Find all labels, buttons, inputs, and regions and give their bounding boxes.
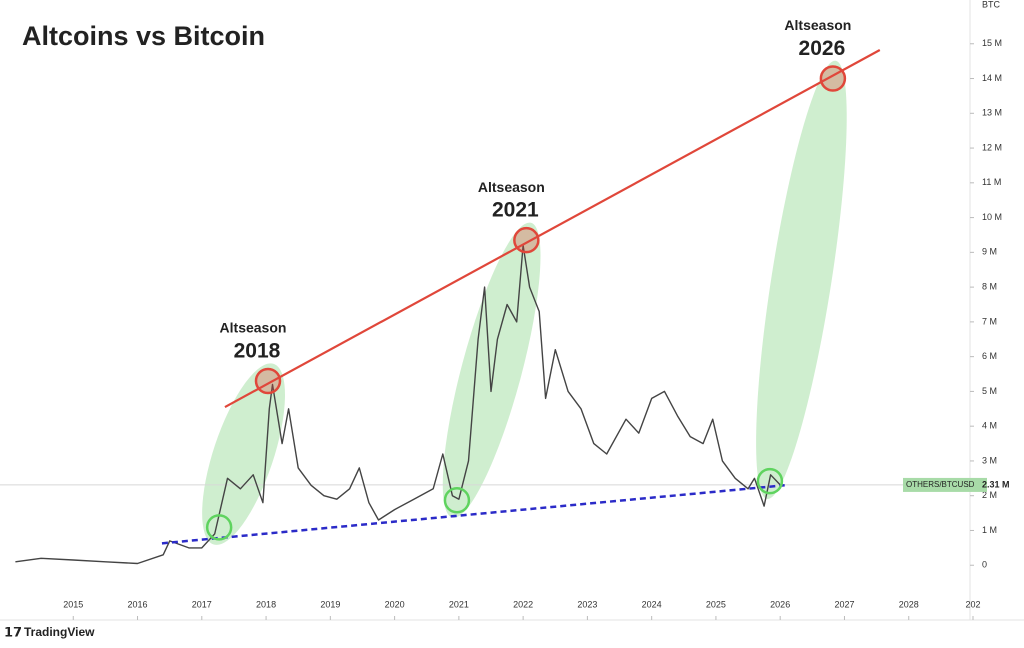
x-tick-label: 2017 xyxy=(192,599,212,609)
y-tick-label: 2 M xyxy=(982,490,997,500)
x-tick-label: 2024 xyxy=(642,599,662,609)
annotation-year: 2026 xyxy=(799,37,846,60)
y-tick-label: 11 M xyxy=(982,177,1001,187)
y-tick-label: 4 M xyxy=(982,421,997,431)
brand-name: TradingView xyxy=(24,625,95,639)
annotation-label: Altseason xyxy=(220,320,287,336)
y-tick-label: 10 M xyxy=(982,212,1002,222)
y-tick-label: 0 xyxy=(982,560,987,570)
x-tick-label: 2019 xyxy=(320,599,340,609)
x-tick-label: 2026 xyxy=(770,599,790,609)
y-tick-label: 6 M xyxy=(982,351,997,361)
trendline xyxy=(161,484,785,545)
marker xyxy=(254,367,282,395)
y-tick-label: 12 M xyxy=(982,142,1002,152)
annotation-year: 2021 xyxy=(492,199,539,222)
y-tick-label: 15 M xyxy=(982,38,1002,48)
main-layer: 0 1 M 2 M 3 M 4 M 5 M 6 M 7 M 8 M 9 M 10 M 11 M 12 M… xyxy=(0,17,1010,620)
x-tick-label: 2022 xyxy=(513,599,533,609)
y-tick-label: 13 M xyxy=(982,108,1002,118)
marker xyxy=(819,65,847,92)
marker xyxy=(756,467,784,495)
annotation-label: Altseason xyxy=(478,179,545,195)
annotation-label: Altseason xyxy=(784,17,851,33)
trendline xyxy=(224,49,881,409)
marker xyxy=(513,226,540,254)
y-tick-label: 14 M xyxy=(982,73,1002,83)
price-line xyxy=(15,244,781,565)
x-tick-label: 2021 xyxy=(449,599,469,609)
marker xyxy=(205,514,233,541)
x-tick-label: 2027 xyxy=(834,599,854,609)
x-tick-label: 202 xyxy=(965,599,980,609)
chart-title: Altcoins vs Bitcoin xyxy=(22,21,265,51)
y-tick-label: 8 M xyxy=(982,281,997,291)
y-tick-label: 5 M xyxy=(982,386,997,396)
altseason-zone xyxy=(756,60,847,499)
y-tick-label: 1 M xyxy=(982,525,997,535)
y-tick-label: 3 M xyxy=(982,455,997,465)
y-tick-label: 9 M xyxy=(982,247,997,257)
x-tick-label: 2028 xyxy=(899,599,919,609)
altseason-zone xyxy=(442,222,541,518)
x-tick-label: 2025 xyxy=(706,599,726,609)
x-tick-label: 2016 xyxy=(128,599,148,609)
last-value-tag xyxy=(903,477,987,492)
x-tick-label: 2018 xyxy=(256,599,276,609)
x-tick-label: 2015 xyxy=(63,599,83,609)
y-tick-label: 7 M xyxy=(982,316,997,326)
x-tick-label: 2020 xyxy=(385,599,405,609)
x-tick-label: 2023 xyxy=(577,599,597,609)
axis-unit: BTC xyxy=(982,0,1001,9)
brand-logo: 𝟭𝟳 xyxy=(4,624,22,639)
brand: 𝟭𝟳 TradingView xyxy=(4,624,95,639)
symbol-label: OTHERS/BTCUSD xyxy=(906,480,975,489)
last-value-label: 2.31 M xyxy=(982,479,1010,489)
marker xyxy=(443,486,471,514)
annotation-year: 2018 xyxy=(234,340,281,363)
